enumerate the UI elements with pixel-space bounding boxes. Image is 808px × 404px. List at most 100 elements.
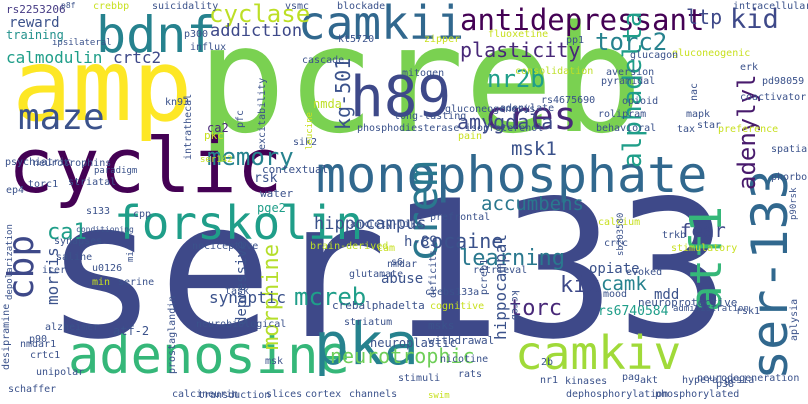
word-msk1: msk1	[511, 138, 557, 160]
word-plasticity: plasticity	[460, 38, 581, 62]
word-channels: channels	[349, 389, 398, 400]
word-depressive: depressive	[234, 240, 250, 325]
word-atf-2: atf-2	[113, 324, 150, 338]
word-striatum: striatum	[344, 317, 393, 328]
word-kt5720: kt5720	[338, 34, 375, 45]
word-crebs133a: crebs133a	[425, 287, 480, 298]
word-administration: administration	[673, 304, 749, 314]
word-fear: fear	[680, 220, 726, 242]
word-mood: mood	[603, 289, 628, 300]
word-adenosine: adenosine	[68, 326, 350, 386]
word-aversion: aversion	[606, 67, 655, 78]
word-torc1: torc1	[28, 179, 59, 190]
word-abuse: abuse	[381, 271, 424, 287]
word-calcium: calcium	[598, 217, 641, 228]
word-dephosphorylation: dephosphorylation	[566, 389, 669, 400]
word-s6: s6	[391, 257, 404, 268]
word-ep4: ep4	[6, 185, 25, 196]
word-psychiatric: psychiatric	[5, 157, 72, 168]
word-rs2253206: rs2253206	[6, 3, 66, 16]
word-pag: pag	[622, 372, 641, 383]
word-influx: influx	[190, 42, 227, 53]
word-erk: erk	[740, 62, 759, 73]
word-antidepressant: antidepressant	[460, 3, 705, 37]
word-min: min	[92, 277, 111, 288]
word-akt: akt	[640, 375, 659, 386]
word-p90rsk: p90rsk	[789, 187, 799, 220]
word-nicotine: nicotine	[440, 354, 489, 365]
word-cascade: cascade	[302, 55, 345, 66]
word-cyclase: cyclase	[209, 0, 311, 28]
word-nmda: nmda	[313, 97, 342, 111]
word-contextual: contextual	[262, 163, 329, 176]
word-glucagon: glucagon	[630, 50, 679, 61]
word-rats: rats	[458, 369, 483, 380]
word-stimuli: stimuli	[398, 373, 441, 384]
word-hippocampus: hippocampus	[314, 214, 427, 234]
word-hyperalgesia: hyperalgesia	[682, 375, 755, 386]
word-crtc: crtc	[604, 238, 629, 249]
word-sik2: sik2	[293, 137, 318, 148]
word-water: water	[260, 187, 294, 200]
word-schaffer: schaffer	[8, 384, 57, 395]
word-camkii: camkii	[298, 0, 465, 50]
word-neurodegeneration: neurodegeneration	[697, 373, 800, 384]
word-opioid: opioid	[622, 96, 659, 107]
word-p90: p90	[29, 334, 48, 345]
word-hippocampal: hippocampal	[491, 234, 510, 340]
word-pge2: pge2	[257, 201, 286, 215]
word-torc2: torc2	[595, 28, 668, 56]
word-ca1: ca1	[47, 220, 87, 245]
word-crtc2: crtc2	[113, 48, 162, 67]
word-memory: memory	[207, 143, 294, 171]
word-nr2b: nr2b	[487, 65, 545, 93]
word-icer: icer	[42, 265, 67, 276]
word-cognitive: cognitive	[430, 301, 485, 312]
word-bdnf: bdnf	[96, 6, 217, 64]
word-mdd: mdd	[654, 287, 680, 303]
word-paradigm: paradigm	[94, 166, 138, 176]
word-excitability: excitability	[257, 77, 268, 150]
word-phorbol: phorbol	[771, 172, 808, 183]
word-addiction: addiction	[210, 21, 303, 41]
word-amp: amp	[12, 27, 193, 144]
word-rsk: rsk	[254, 171, 278, 186]
word-vsmc: vsmc	[285, 1, 310, 12]
word-isoproterenol: isoproterenol	[465, 123, 544, 134]
word-striatal: striatal	[68, 177, 117, 188]
word-training: training	[6, 28, 64, 42]
word-msk: msk	[265, 356, 284, 367]
word-crebalphadelta: crebalphadelta	[332, 299, 425, 312]
word-h-89: h-89	[404, 234, 438, 250]
word-reward: reward	[9, 15, 60, 31]
word-conditioning: conditioning	[76, 225, 134, 234]
word-spatial: spatial	[771, 144, 808, 155]
word-rolipram: rolipram	[598, 109, 647, 120]
word-evoked: evoked	[626, 267, 663, 278]
word-p300: p300	[184, 29, 209, 40]
word-monophosphate: monophosphate	[316, 146, 708, 204]
word-nac: nac	[689, 82, 700, 101]
word-neurotrophins: neurotrophins	[33, 158, 112, 169]
word-camk: camk	[601, 273, 647, 295]
word-adenylate: adenylate	[500, 103, 555, 114]
word-kg-501: kg-501	[331, 57, 355, 130]
word-ca2: ca2	[207, 121, 229, 135]
word-phosphodiesterase: phosphodiesterase	[357, 123, 460, 134]
word-pain: pain	[458, 131, 483, 142]
word-rs4675690: rs4675690	[541, 95, 596, 106]
word-u0126: u0126	[92, 263, 123, 274]
word-mapk: mapk	[686, 109, 711, 120]
word-opiate: opiate	[589, 261, 640, 277]
word-amygdala: amygdala	[457, 110, 554, 134]
word-neuroplastic: neuroplastic	[370, 336, 457, 350]
word-trkb: trkb	[662, 230, 687, 241]
word-pka: pka	[314, 310, 419, 378]
word-mir: mir	[126, 245, 136, 262]
word-slices: slices	[266, 389, 303, 400]
word-synapses: synapses	[54, 236, 103, 247]
word-pkc: pkc	[204, 129, 224, 142]
word-kid: kid	[730, 4, 779, 35]
word-task: task	[225, 286, 250, 297]
